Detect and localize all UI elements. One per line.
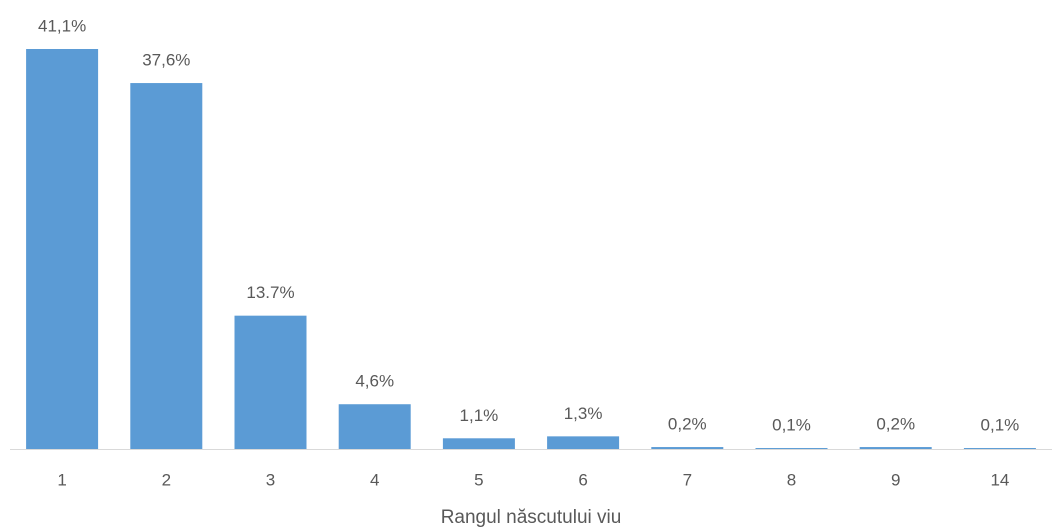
data-label: 1,3% xyxy=(564,404,603,423)
x-tick-label: 4 xyxy=(370,470,379,489)
x-tick-label: 1 xyxy=(57,470,66,489)
bar xyxy=(442,438,515,449)
bar xyxy=(234,315,307,449)
data-label: 13.7% xyxy=(246,283,294,302)
data-label: 37,6% xyxy=(142,51,190,70)
bar xyxy=(651,447,724,449)
bar xyxy=(755,448,828,449)
x-tick-label: 14 xyxy=(990,470,1009,489)
bar xyxy=(547,436,620,449)
bar xyxy=(338,404,411,449)
bar xyxy=(963,448,1036,449)
data-label: 4,6% xyxy=(355,372,394,391)
data-label: 1,1% xyxy=(460,406,499,425)
x-tick-label: 3 xyxy=(266,470,275,489)
x-tick-label: 5 xyxy=(474,470,483,489)
data-label: 0,1% xyxy=(981,416,1020,435)
data-label: 41,1% xyxy=(38,16,86,35)
x-tick-label: 6 xyxy=(578,470,587,489)
bar xyxy=(130,83,203,449)
data-label: 0,2% xyxy=(668,415,707,434)
x-tick-label: 2 xyxy=(162,470,171,489)
x-tick-label: 8 xyxy=(787,470,796,489)
bar xyxy=(859,447,932,449)
bar xyxy=(26,49,99,449)
data-label: 0,1% xyxy=(772,416,811,435)
data-label: 0,2% xyxy=(876,415,915,434)
x-tick-label: 7 xyxy=(683,470,692,489)
x-tick-label: 9 xyxy=(891,470,900,489)
x-axis-title: Rangul născutului viu xyxy=(441,507,622,528)
